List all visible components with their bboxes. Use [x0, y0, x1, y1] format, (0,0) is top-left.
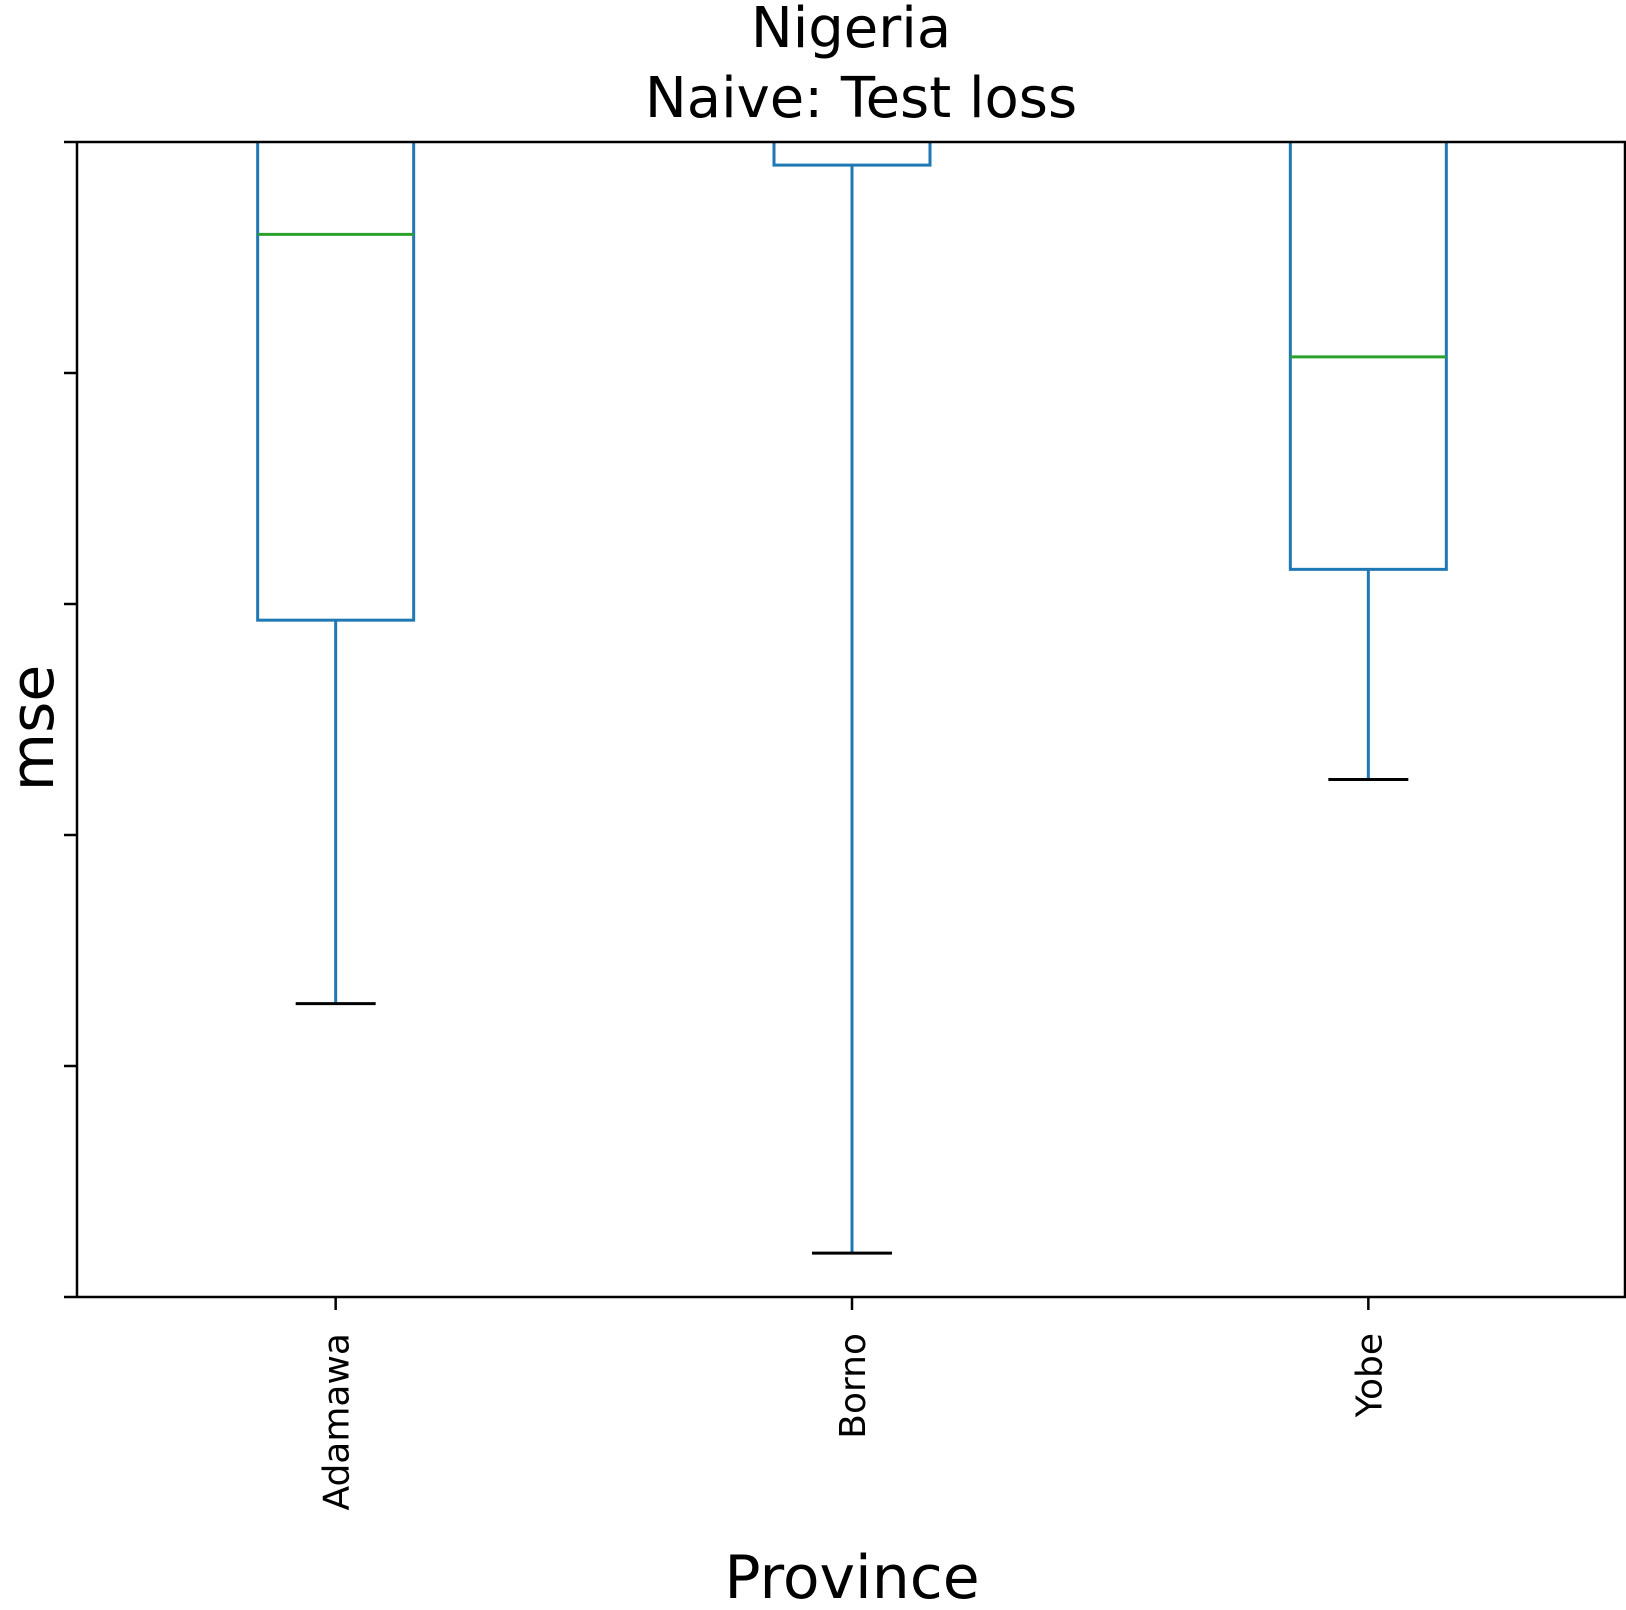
- box-yobe: [1288, 141, 1448, 571]
- box-adamawa: [256, 141, 416, 622]
- plot-area: Adamawa Borno Yobe: [64, 140, 1626, 1511]
- x-tick-label-yobe: Yobe: [1349, 1333, 1390, 1418]
- x-tick-label-adamawa: Adamawa: [317, 1333, 358, 1511]
- y-axis-label: mse: [0, 665, 68, 792]
- chart-title-line-2: Naive: Test loss: [645, 66, 1077, 131]
- x-axis-label: Province: [724, 1543, 979, 1610]
- x-tick-label-borno: Borno: [833, 1333, 874, 1439]
- chart-title-line-1: Nigeria: [751, 0, 951, 61]
- boxes-group: [256, 141, 1448, 1255]
- box-borno: [772, 141, 932, 167]
